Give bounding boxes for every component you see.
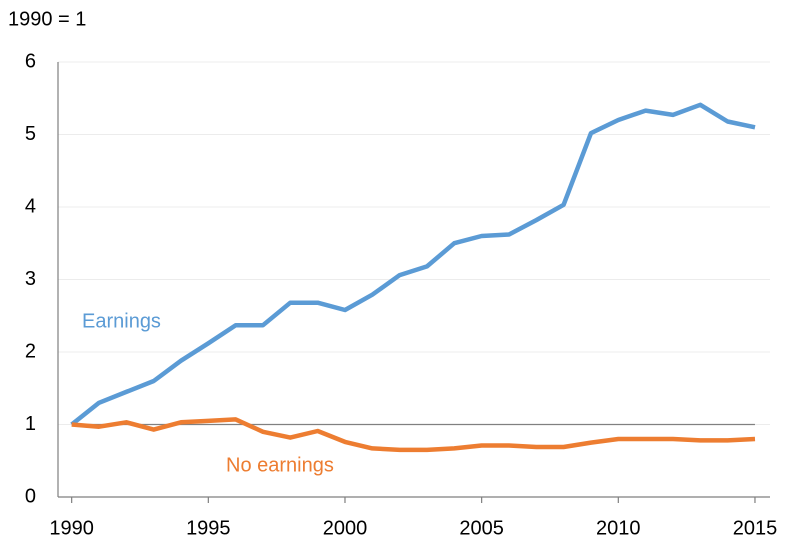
chart-subtitle: 1990 = 1: [8, 8, 86, 30]
x-tick-label: 2015: [733, 517, 778, 539]
x-tick-label: 1990: [49, 517, 94, 539]
y-tick-label: 4: [25, 195, 36, 217]
series-line: [71, 417, 756, 453]
series-label: Earnings: [82, 310, 161, 332]
series-line: [70, 102, 756, 427]
x-tick-label: 1995: [186, 517, 231, 539]
y-tick-label: 1: [25, 413, 36, 435]
y-tick-label: 6: [25, 50, 36, 72]
y-tick-label: 2: [25, 340, 36, 362]
x-tick-label: 2010: [596, 517, 641, 539]
y-tick-label: 0: [25, 485, 36, 507]
y-tick-label: 5: [25, 123, 36, 145]
y-tick-label: 3: [25, 268, 36, 290]
series-label: No earnings: [226, 454, 334, 476]
x-tick-label: 2005: [459, 517, 504, 539]
x-tick-label: 2000: [323, 517, 368, 539]
